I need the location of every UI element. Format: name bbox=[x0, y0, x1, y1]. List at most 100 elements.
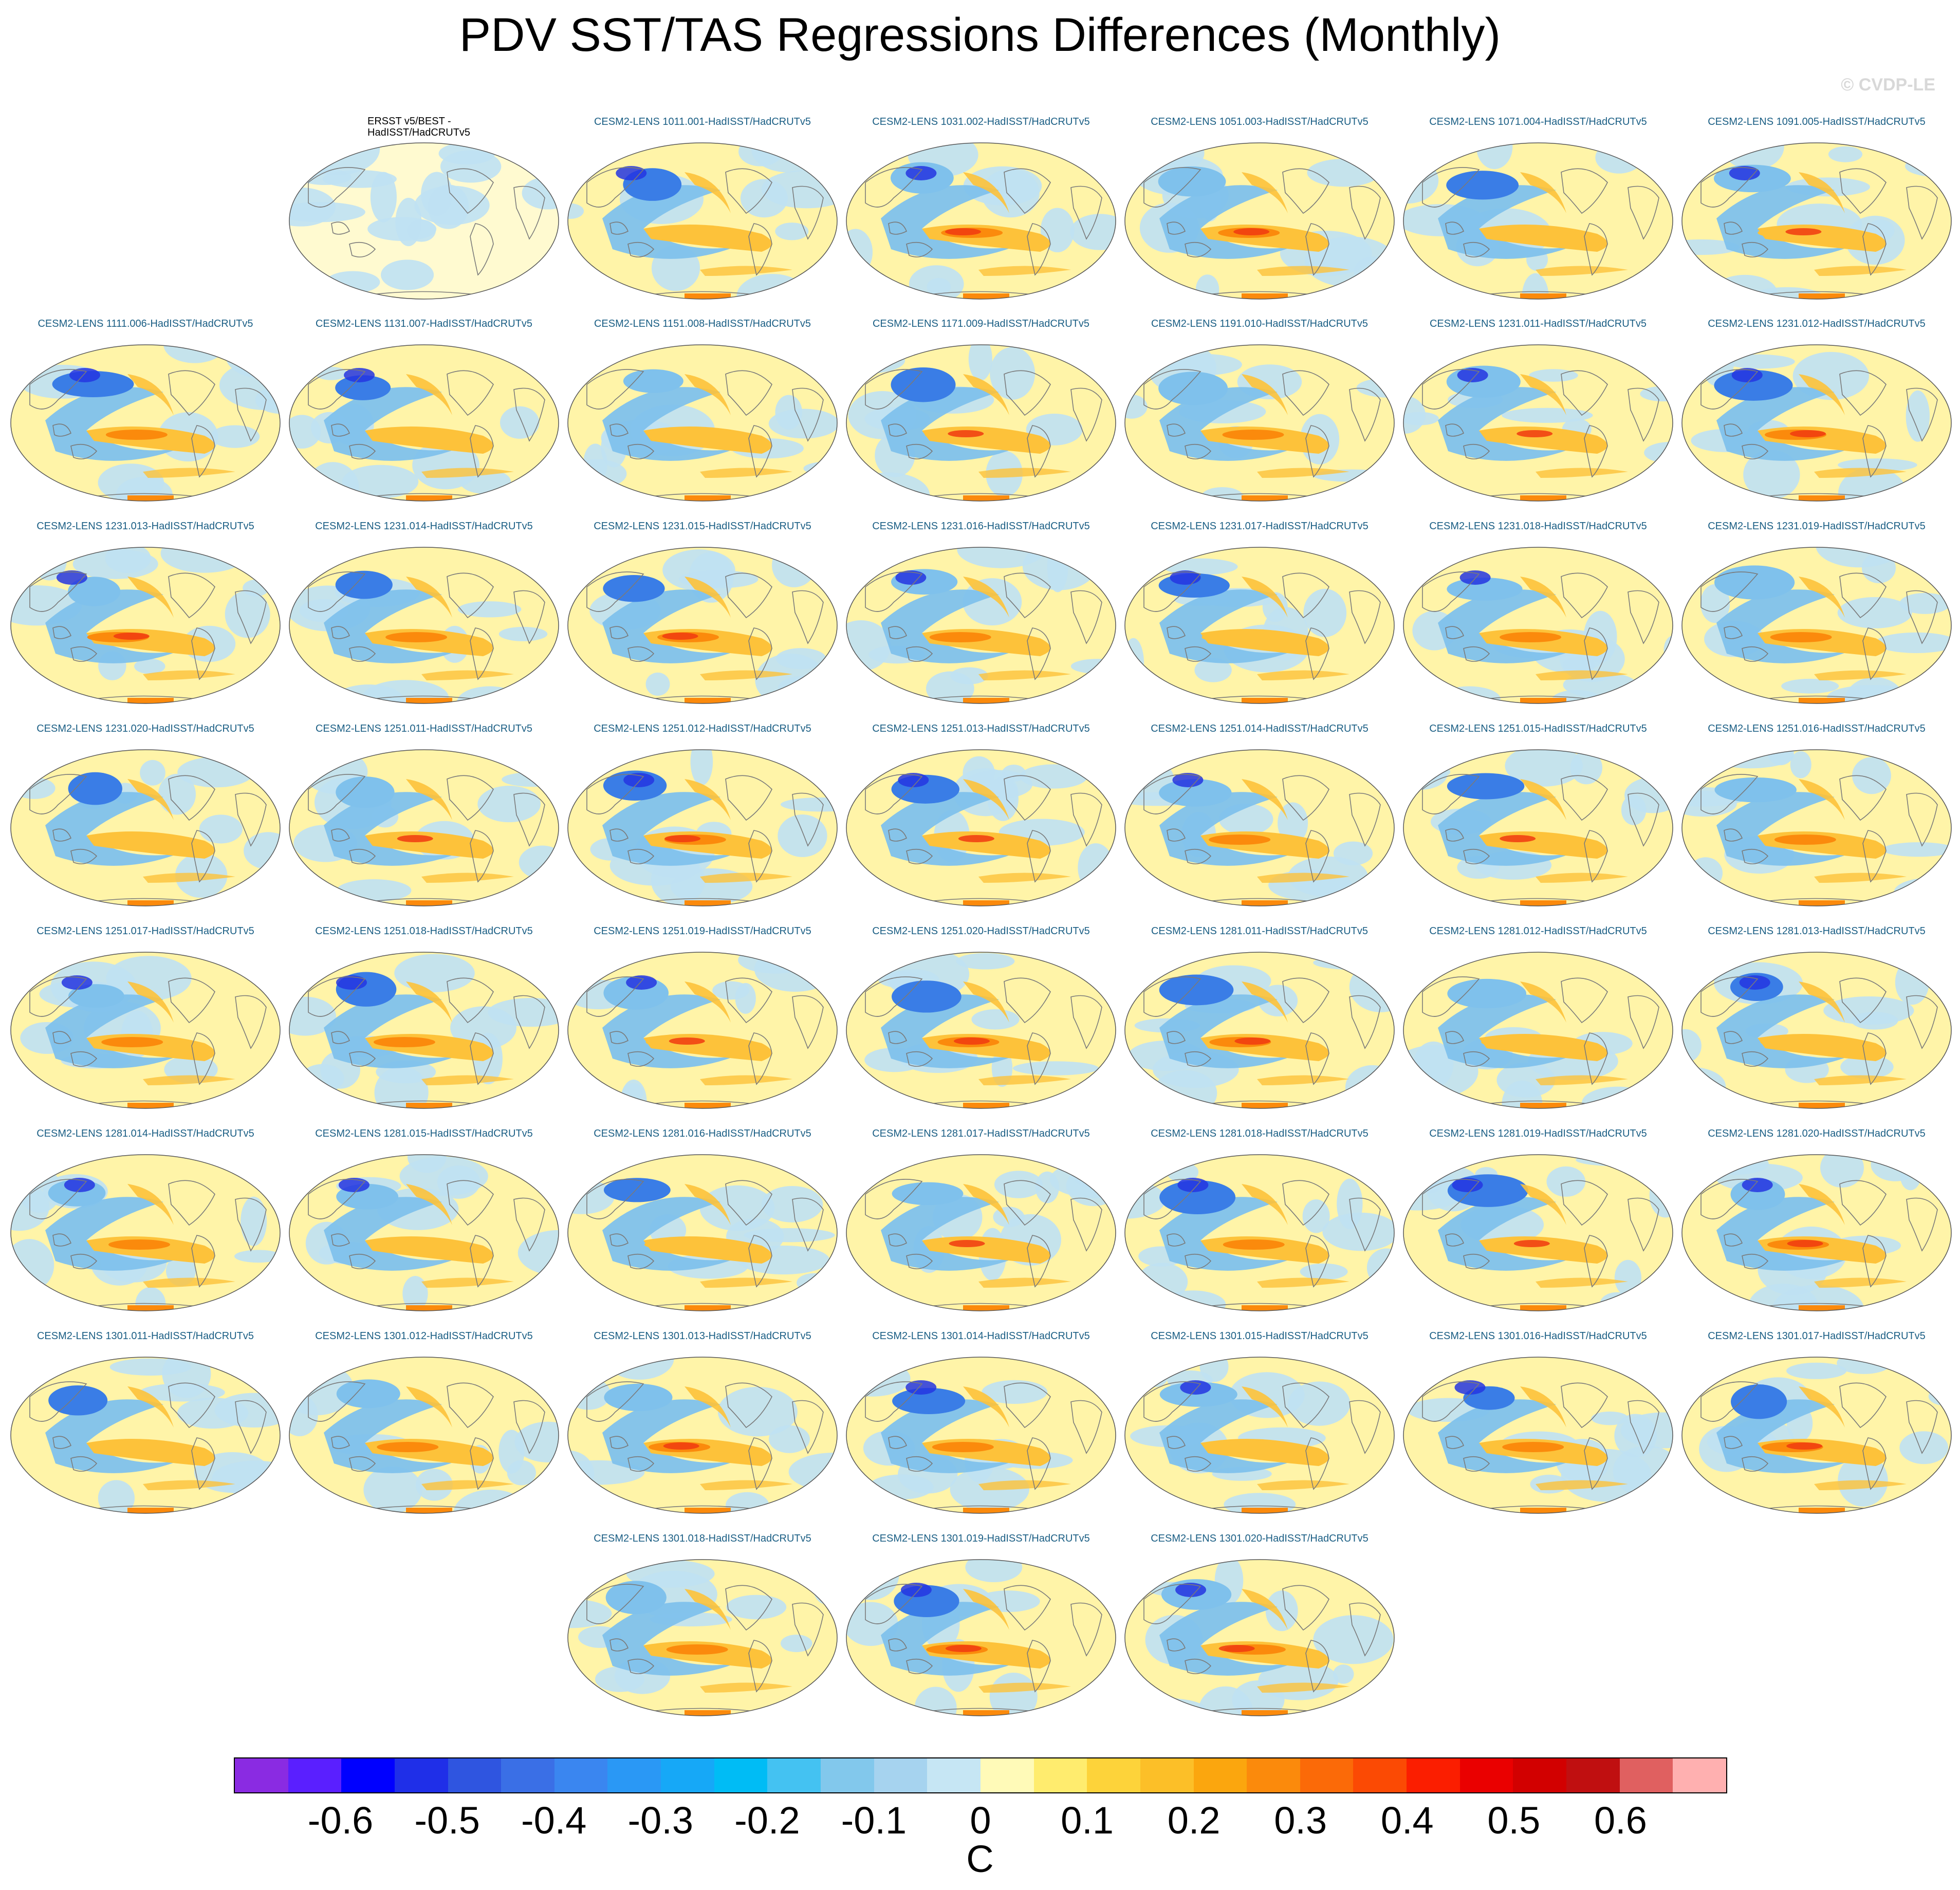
colorbar-swatch bbox=[1247, 1758, 1300, 1792]
map-panel: ERSST v5/BEST - HadISST/HadCRUTv5 bbox=[288, 116, 560, 303]
world-map bbox=[289, 1357, 559, 1514]
panel-title: CESM2-LENS 1011.001-HadISST/HadCRUTv5 bbox=[594, 116, 811, 127]
panel-title: CESM2-LENS 1251.019-HadISST/HadCRUTv5 bbox=[594, 925, 811, 937]
panel-title: CESM2-LENS 1251.020-HadISST/HadCRUTv5 bbox=[872, 925, 1090, 937]
colorbar-swatch bbox=[874, 1758, 928, 1792]
map-panel: CESM2-LENS 1191.010-HadISST/HadCRUTv5 bbox=[1123, 318, 1396, 505]
world-map bbox=[1124, 1559, 1395, 1716]
colorbar-swatch bbox=[1407, 1758, 1460, 1792]
panel-title: CESM2-LENS 1301.012-HadISST/HadCRUTv5 bbox=[315, 1330, 533, 1342]
panel-title: CESM2-LENS 1251.014-HadISST/HadCRUTv5 bbox=[1151, 723, 1369, 734]
colorbar-swatch bbox=[1513, 1758, 1567, 1792]
map-panel: CESM2-LENS 1301.019-HadISST/HadCRUTv5 bbox=[845, 1532, 1117, 1720]
colorbar-tick-label: -0.5 bbox=[414, 1799, 480, 1842]
colorbar-unit: C bbox=[966, 1838, 994, 1880]
panel-title: CESM2-LENS 1071.004-HadISST/HadCRUTv5 bbox=[1429, 116, 1647, 127]
panel-title: CESM2-LENS 1231.011-HadISST/HadCRUTv5 bbox=[1429, 318, 1647, 329]
world-map bbox=[567, 1559, 838, 1716]
world-map bbox=[1403, 1357, 1673, 1514]
colorbar-tick-label: -0.6 bbox=[307, 1799, 374, 1842]
panel-title: CESM2-LENS 1191.010-HadISST/HadCRUTv5 bbox=[1151, 318, 1369, 329]
map-panel: CESM2-LENS 1231.012-HadISST/HadCRUTv5 bbox=[1680, 318, 1953, 505]
world-map bbox=[289, 344, 559, 502]
map-panel: CESM2-LENS 1251.011-HadISST/HadCRUTv5 bbox=[288, 722, 560, 910]
world-map bbox=[1681, 952, 1952, 1109]
map-panel: CESM2-LENS 1231.018-HadISST/HadCRUTv5 bbox=[1402, 520, 1674, 708]
panel-title: ERSST v5/BEST - HadISST/HadCRUTv5 bbox=[367, 116, 471, 138]
world-map bbox=[1124, 749, 1395, 906]
panel-title: CESM2-LENS 1281.020-HadISST/HadCRUTv5 bbox=[1708, 1128, 1926, 1139]
map-panel: CESM2-LENS 1251.019-HadISST/HadCRUTv5 bbox=[566, 925, 839, 1113]
map-panel: CESM2-LENS 1301.015-HadISST/HadCRUTv5 bbox=[1123, 1330, 1396, 1517]
map-panel: CESM2-LENS 1251.020-HadISST/HadCRUTv5 bbox=[845, 925, 1117, 1113]
panel-title: CESM2-LENS 1131.007-HadISST/HadCRUTv5 bbox=[315, 318, 533, 329]
world-map bbox=[10, 1154, 281, 1311]
panel-title: CESM2-LENS 1151.008-HadISST/HadCRUTv5 bbox=[594, 318, 811, 329]
panel-title: CESM2-LENS 1301.013-HadISST/HadCRUTv5 bbox=[594, 1330, 811, 1342]
panel-title: CESM2-LENS 1301.011-HadISST/HadCRUTv5 bbox=[36, 1330, 254, 1342]
colorbar-swatch bbox=[341, 1758, 395, 1792]
world-map bbox=[1681, 547, 1952, 704]
colorbar-swatch bbox=[927, 1758, 981, 1792]
map-panel: CESM2-LENS 1281.018-HadISST/HadCRUTv5 bbox=[1123, 1127, 1396, 1315]
colorbar-swatch bbox=[661, 1758, 714, 1792]
panel-title: CESM2-LENS 1281.013-HadISST/HadCRUTv5 bbox=[1708, 925, 1926, 937]
world-map bbox=[1681, 142, 1952, 300]
map-panel: CESM2-LENS 1091.005-HadISST/HadCRUTv5 bbox=[1680, 116, 1953, 303]
map-panel: CESM2-LENS 1051.003-HadISST/HadCRUTv5 bbox=[1123, 116, 1396, 303]
colorbar-swatch bbox=[607, 1758, 661, 1792]
world-map bbox=[1403, 749, 1673, 906]
map-panel: CESM2-LENS 1281.015-HadISST/HadCRUTv5 bbox=[288, 1127, 560, 1315]
world-map bbox=[1124, 344, 1395, 502]
colorbar bbox=[234, 1757, 1727, 1793]
panel-title: CESM2-LENS 1231.016-HadISST/HadCRUTv5 bbox=[872, 521, 1090, 532]
panel-title: CESM2-LENS 1231.013-HadISST/HadCRUTv5 bbox=[36, 521, 254, 532]
panel-title: CESM2-LENS 1251.012-HadISST/HadCRUTv5 bbox=[594, 723, 811, 734]
map-panel: CESM2-LENS 1231.011-HadISST/HadCRUTv5 bbox=[1402, 318, 1674, 505]
colorbar-tick-label: 0.5 bbox=[1487, 1799, 1541, 1842]
world-map bbox=[846, 749, 1116, 906]
panel-title: CESM2-LENS 1251.016-HadISST/HadCRUTv5 bbox=[1708, 723, 1926, 734]
world-map bbox=[846, 344, 1116, 502]
panel-title: CESM2-LENS 1231.020-HadISST/HadCRUTv5 bbox=[36, 723, 254, 734]
map-panel: CESM2-LENS 1251.018-HadISST/HadCRUTv5 bbox=[288, 925, 560, 1113]
colorbar-swatch bbox=[1193, 1758, 1247, 1792]
panel-title: CESM2-LENS 1281.011-HadISST/HadCRUTv5 bbox=[1151, 925, 1369, 937]
panel-title: CESM2-LENS 1251.013-HadISST/HadCRUTv5 bbox=[872, 723, 1090, 734]
map-panel: CESM2-LENS 1251.016-HadISST/HadCRUTv5 bbox=[1680, 722, 1953, 910]
world-map bbox=[1403, 344, 1673, 502]
map-panel: CESM2-LENS 1231.014-HadISST/HadCRUTv5 bbox=[288, 520, 560, 708]
panel-title: CESM2-LENS 1231.019-HadISST/HadCRUTv5 bbox=[1708, 521, 1926, 532]
figure-title: PDV SST/TAS Regressions Differences (Mon… bbox=[459, 9, 1501, 61]
panel-title: CESM2-LENS 1251.011-HadISST/HadCRUTv5 bbox=[315, 723, 533, 734]
panel-title: CESM2-LENS 1231.015-HadISST/HadCRUTv5 bbox=[594, 521, 811, 532]
colorbar-swatch bbox=[1300, 1758, 1354, 1792]
panel-title: CESM2-LENS 1281.018-HadISST/HadCRUTv5 bbox=[1151, 1128, 1369, 1139]
world-map bbox=[289, 749, 559, 906]
panel-title: CESM2-LENS 1171.009-HadISST/HadCRUTv5 bbox=[872, 318, 1090, 329]
panel-title: CESM2-LENS 1231.018-HadISST/HadCRUTv5 bbox=[1429, 521, 1647, 532]
panel-title: CESM2-LENS 1251.018-HadISST/HadCRUTv5 bbox=[315, 925, 533, 937]
map-panel: CESM2-LENS 1281.020-HadISST/HadCRUTv5 bbox=[1680, 1127, 1953, 1315]
map-panel: CESM2-LENS 1281.019-HadISST/HadCRUTv5 bbox=[1402, 1127, 1674, 1315]
colorbar-swatch bbox=[1566, 1758, 1620, 1792]
colorbar-swatch bbox=[288, 1758, 342, 1792]
panel-title: CESM2-LENS 1301.019-HadISST/HadCRUTv5 bbox=[872, 1533, 1090, 1544]
world-map bbox=[10, 952, 281, 1109]
world-map bbox=[1403, 952, 1673, 1109]
colorbar-tick-label: 0.2 bbox=[1167, 1799, 1221, 1842]
map-panel: CESM2-LENS 1131.007-HadISST/HadCRUTv5 bbox=[288, 318, 560, 505]
colorbar-swatch bbox=[821, 1758, 874, 1792]
colorbar-swatch bbox=[1033, 1758, 1087, 1792]
colorbar-swatch bbox=[714, 1758, 768, 1792]
map-panel: CESM2-LENS 1251.015-HadISST/HadCRUTv5 bbox=[1402, 722, 1674, 910]
world-map bbox=[567, 547, 838, 704]
panel-title: CESM2-LENS 1051.003-HadISST/HadCRUTv5 bbox=[1151, 116, 1369, 127]
panel-title: CESM2-LENS 1301.016-HadISST/HadCRUTv5 bbox=[1429, 1330, 1647, 1342]
map-panel: CESM2-LENS 1231.013-HadISST/HadCRUTv5 bbox=[9, 520, 282, 708]
map-panel: CESM2-LENS 1301.017-HadISST/HadCRUTv5 bbox=[1680, 1330, 1953, 1517]
map-panel: CESM2-LENS 1231.020-HadISST/HadCRUTv5 bbox=[9, 722, 282, 910]
map-panel: CESM2-LENS 1301.016-HadISST/HadCRUTv5 bbox=[1402, 1330, 1674, 1517]
world-map bbox=[1681, 749, 1952, 906]
colorbar-tick-label: 0.3 bbox=[1274, 1799, 1327, 1842]
